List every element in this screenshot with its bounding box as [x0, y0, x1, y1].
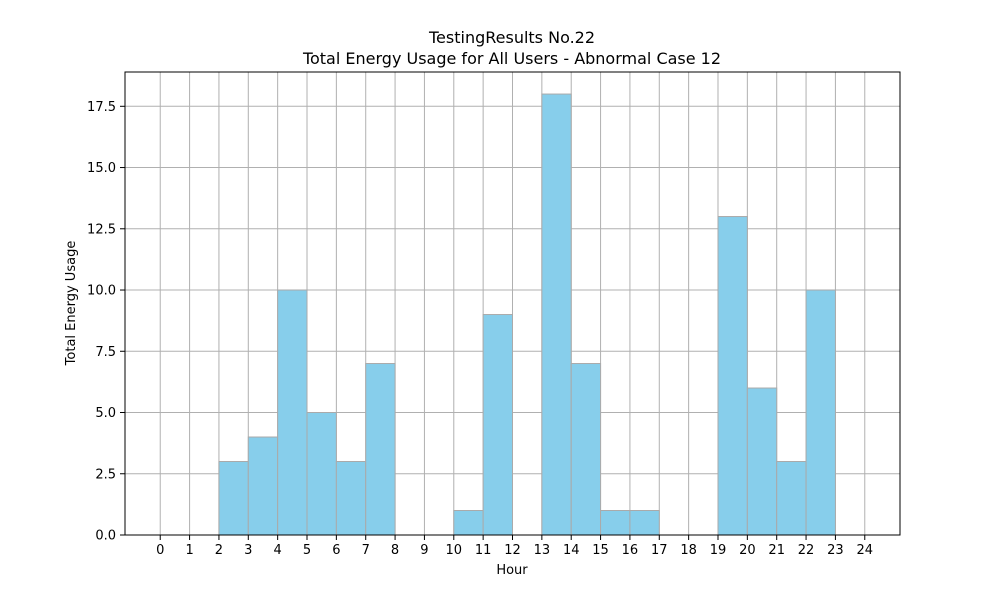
- bar-1: [247, 436, 279, 536]
- bars: [218, 93, 836, 536]
- x-tick-label: 10: [446, 543, 463, 558]
- x-tick-label: 11: [475, 543, 492, 558]
- x-tick-label: 2: [215, 543, 223, 558]
- bar-3: [306, 412, 337, 536]
- bar-0: [218, 461, 249, 536]
- x-tick-label: 18: [680, 543, 697, 558]
- axis-ticks: 0 1 2 3 4 5 6 7 8 9 10 11 12 13 14 15 16 17 18 19 20 21 22 23 24…: [87, 100, 873, 558]
- x-tick-label: 14: [563, 543, 580, 558]
- y-tick-label: 12.5: [87, 222, 116, 237]
- bar-13: [746, 387, 778, 536]
- x-tick-label: 1: [185, 543, 193, 558]
- x-axis-label: Hour: [496, 563, 528, 578]
- x-tick-label: 19: [710, 543, 727, 558]
- bar-5: [365, 363, 396, 536]
- x-tick-label: 16: [622, 543, 639, 558]
- x-tick-label: 17: [651, 543, 668, 558]
- bar-11: [629, 510, 660, 536]
- y-tick-label: 5.0: [95, 406, 116, 421]
- x-tick-label: 12: [504, 543, 521, 558]
- bar-15: [805, 289, 836, 536]
- x-tick-label: 20: [739, 543, 756, 558]
- x-tick-label: 24: [856, 543, 873, 558]
- bar-4: [335, 461, 367, 536]
- bar-2: [277, 289, 308, 536]
- bar-6: [453, 510, 484, 536]
- bar-7: [482, 314, 514, 536]
- plot-frame: [124, 71, 901, 536]
- x-tick-label: 23: [827, 543, 844, 558]
- chart-title: TestingResults No.22: [428, 28, 595, 47]
- y-axis-label: Total Energy Usage: [64, 241, 79, 367]
- y-tick-label: 15.0: [87, 161, 116, 176]
- bar-14: [776, 461, 807, 536]
- x-tick-label: 13: [534, 543, 551, 558]
- x-tick-label: 3: [244, 543, 252, 558]
- x-tick-label: 21: [768, 543, 785, 558]
- bar-9: [570, 363, 602, 536]
- y-tick-label: 7.5: [95, 345, 116, 360]
- x-tick-label: 8: [391, 543, 399, 558]
- x-tick-label: 0: [156, 543, 164, 558]
- x-tick-label: 22: [798, 543, 815, 558]
- bar-10: [600, 510, 631, 536]
- bar-8: [541, 93, 572, 536]
- x-tick-label: 9: [420, 543, 428, 558]
- chart-subtitle: Total Energy Usage for All Users - Abnor…: [302, 49, 721, 68]
- x-tick-label: 4: [274, 543, 282, 558]
- x-tick-label: 6: [332, 543, 340, 558]
- y-tick-label: 2.5: [95, 467, 116, 482]
- bar-12: [717, 216, 748, 536]
- y-tick-label: 0.0: [95, 529, 116, 544]
- x-tick-label: 5: [303, 543, 311, 558]
- y-tick-label: 10.0: [87, 284, 116, 299]
- y-tick-label: 17.5: [87, 100, 116, 115]
- x-tick-label: 7: [362, 543, 370, 558]
- x-tick-label: 15: [592, 543, 609, 558]
